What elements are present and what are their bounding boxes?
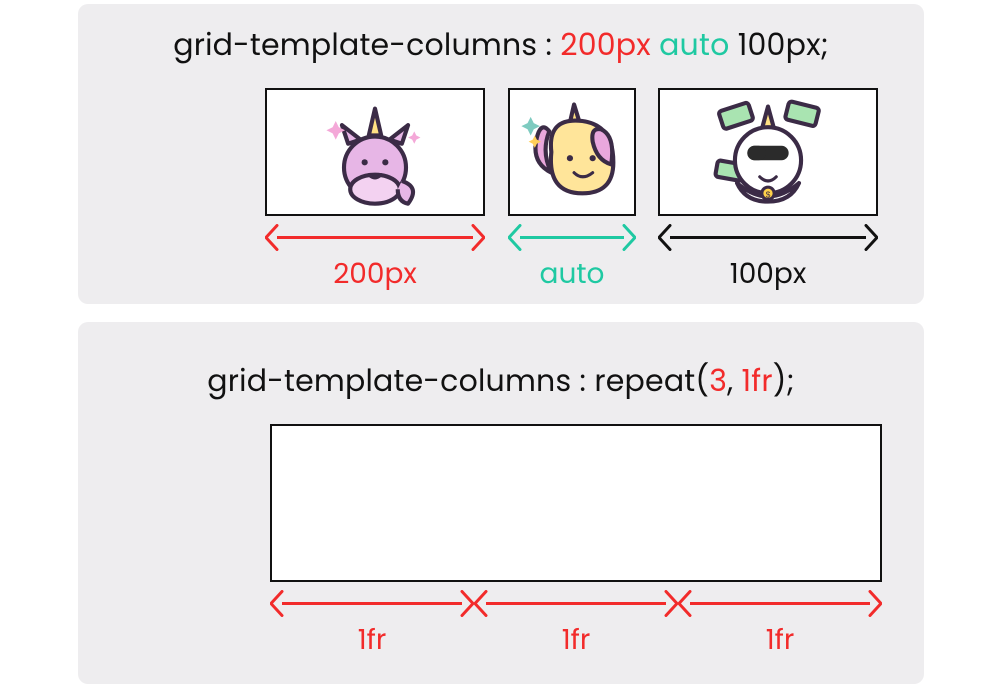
grid-cell: $: [658, 88, 878, 216]
unicorn-cat-icon: [313, 90, 437, 214]
unicorn-money-icon: $: [706, 90, 830, 214]
dimension-label: 1fr: [474, 619, 678, 661]
token-1: [651, 23, 659, 66]
token-4: 100px: [738, 23, 821, 66]
dimension: 1fr: [678, 590, 882, 661]
grid-cell: [475, 426, 678, 580]
dimension: 1fr: [474, 590, 678, 661]
token-2: auto: [659, 23, 729, 66]
grid-row-repeat-wrap: $: [270, 424, 882, 582]
grid-cell: $: [677, 426, 880, 580]
token-3: 1fr: [741, 359, 772, 402]
grid-cell: [508, 88, 636, 216]
panel-explicit-columns: grid-template-columns : 200px auto 100px…: [78, 4, 924, 304]
token-0: 200px: [560, 23, 651, 66]
token-0: repeat(: [594, 359, 709, 402]
dimension: auto: [508, 224, 636, 295]
code-line-1: grid-template-columns : 200px auto 100px…: [78, 4, 924, 68]
grid-row-explicit: $: [78, 88, 924, 216]
svg-text:$: $: [766, 190, 771, 199]
separator: :: [537, 23, 560, 66]
separator: :: [571, 359, 594, 402]
css-property: grid-template-columns: [207, 359, 571, 402]
grid-cell: [265, 88, 485, 216]
dimension-label: 200px: [265, 253, 485, 295]
token-1: 3: [709, 359, 727, 402]
grid-cell: [272, 426, 475, 580]
dimension-label: 1fr: [678, 619, 882, 661]
unicorn-pony-icon: [510, 90, 634, 214]
token-4: );: [773, 359, 795, 402]
token-3: [729, 23, 737, 66]
panel-repeat-fr: grid-template-columns : repeat(3, 1fr);: [78, 322, 924, 684]
dimension-label: 1fr: [270, 619, 474, 661]
code-line-2: grid-template-columns : repeat(3, 1fr);: [78, 322, 924, 404]
dimension-label: auto: [508, 253, 636, 295]
token-5: ;: [821, 23, 829, 66]
dimension: 200px: [265, 224, 485, 295]
css-property: grid-template-columns: [173, 23, 537, 66]
dimension: 100px: [658, 224, 878, 295]
dimension-label: 100px: [658, 253, 878, 295]
token-2: ,: [727, 359, 741, 402]
dimension: 1fr: [270, 590, 474, 661]
